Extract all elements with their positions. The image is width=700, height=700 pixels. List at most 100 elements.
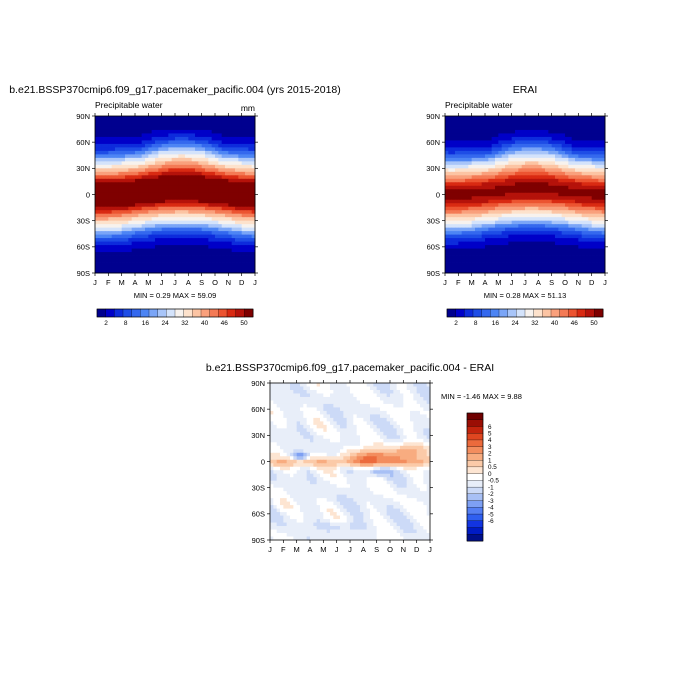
heatmap-cell xyxy=(155,266,159,270)
heatmap-cell xyxy=(528,255,533,260)
heatmap-cell xyxy=(201,231,206,236)
heatmap-cell xyxy=(145,224,149,229)
heatmap-cell xyxy=(195,224,199,229)
heatmap-cell xyxy=(575,133,579,138)
heatmap-cell xyxy=(508,206,513,211)
heatmap-cell xyxy=(548,157,553,162)
heatmap-cell xyxy=(111,157,116,162)
heatmap-cell xyxy=(181,161,186,166)
heatmap-cell xyxy=(101,189,106,194)
heatmap-cell xyxy=(128,189,133,194)
heatmap-cell xyxy=(396,383,401,387)
heatmap-cell xyxy=(511,203,516,208)
heatmap-cell xyxy=(515,182,519,187)
heatmap-cell xyxy=(515,175,519,180)
heatmap-cell xyxy=(245,252,249,256)
heatmap-cell xyxy=(280,389,284,394)
colorbar-swatch xyxy=(235,308,245,318)
heatmap-cell xyxy=(148,213,153,218)
heatmap-cell xyxy=(581,126,586,131)
heatmap-cell xyxy=(518,154,523,159)
heatmap-cell xyxy=(248,133,253,138)
heatmap-cell xyxy=(125,161,129,166)
heatmap-cell xyxy=(485,248,489,253)
heatmap-cell xyxy=(561,252,566,256)
heatmap-cell xyxy=(505,126,509,131)
heatmap-cell xyxy=(558,164,563,169)
heatmap-cell xyxy=(581,224,586,229)
heatmap-cell xyxy=(151,122,156,127)
heatmap-cell xyxy=(238,224,243,229)
heatmap-cell xyxy=(205,220,209,225)
heatmap-cell xyxy=(191,182,196,187)
colorbar-swatch xyxy=(96,308,107,318)
heatmap-cell xyxy=(481,269,486,274)
heatmap-cell xyxy=(585,116,589,120)
heatmap-cell xyxy=(578,126,583,131)
heatmap-cell xyxy=(238,262,243,267)
heatmap-cell xyxy=(581,220,586,225)
heatmap-cell xyxy=(121,161,126,166)
heatmap-cell xyxy=(231,168,236,173)
heatmap-cell xyxy=(495,168,499,173)
heatmap-cell xyxy=(591,133,596,138)
heatmap-cell xyxy=(491,143,496,148)
heatmap-cell xyxy=(155,116,159,120)
heatmap-cell xyxy=(508,126,513,131)
heatmap-cell xyxy=(151,164,156,169)
heatmap-cell xyxy=(208,210,213,215)
heatmap-cell xyxy=(545,238,549,242)
heatmap-cell xyxy=(165,266,169,270)
heatmap-cell xyxy=(575,220,579,225)
heatmap-cell xyxy=(511,248,516,253)
heatmap-cell xyxy=(175,126,179,131)
heatmap-cell xyxy=(108,213,113,218)
heatmap-cell xyxy=(601,241,606,246)
heatmap-cell xyxy=(370,407,374,412)
heatmap-cell xyxy=(515,192,519,197)
heatmap-cell xyxy=(585,269,589,274)
heatmap-cell xyxy=(461,266,466,270)
heatmap-cell xyxy=(420,414,424,419)
heatmap-cell xyxy=(98,227,103,232)
heatmap-cell xyxy=(518,238,523,242)
heatmap-cell xyxy=(218,259,223,263)
heatmap-cell xyxy=(131,140,136,145)
heatmap-cell xyxy=(251,122,256,127)
heatmap-cell xyxy=(488,161,493,166)
heatmap-cell xyxy=(481,133,486,138)
heatmap-cell xyxy=(225,119,229,124)
heatmap-cell xyxy=(175,122,179,127)
heatmap-cell xyxy=(525,210,529,215)
heatmap-cell xyxy=(521,269,526,274)
heatmap-cell xyxy=(555,206,559,211)
heatmap-cell xyxy=(465,143,469,148)
heatmap-cell xyxy=(565,203,569,208)
heatmap-cell xyxy=(235,266,239,270)
heatmap-cell xyxy=(531,206,536,211)
heatmap-cell xyxy=(178,248,183,253)
heatmap-cell xyxy=(578,185,583,190)
heatmap-cell xyxy=(235,252,239,256)
heatmap-cell xyxy=(155,157,159,162)
heatmap-cell xyxy=(208,133,213,138)
heatmap-cell xyxy=(101,129,106,134)
heatmap-cell xyxy=(225,269,229,274)
heatmap-cell xyxy=(181,168,186,173)
heatmap-cell xyxy=(548,259,553,263)
heatmap-cell xyxy=(238,192,243,197)
heatmap-cell xyxy=(98,133,103,138)
heatmap-cell xyxy=(231,262,236,267)
colorbar-label: 24 xyxy=(512,320,520,327)
heatmap-cell xyxy=(218,157,223,162)
heatmap-cell xyxy=(201,210,206,215)
heatmap-cell xyxy=(125,210,129,215)
heatmap-cell xyxy=(141,217,146,222)
heatmap-cell xyxy=(251,171,256,176)
heatmap-cell xyxy=(571,203,576,208)
heatmap-cell xyxy=(225,255,229,260)
heatmap-cell xyxy=(485,199,489,204)
heatmap-cell xyxy=(238,182,243,187)
heatmap-cell xyxy=(458,238,463,242)
heatmap-cell xyxy=(323,383,328,387)
